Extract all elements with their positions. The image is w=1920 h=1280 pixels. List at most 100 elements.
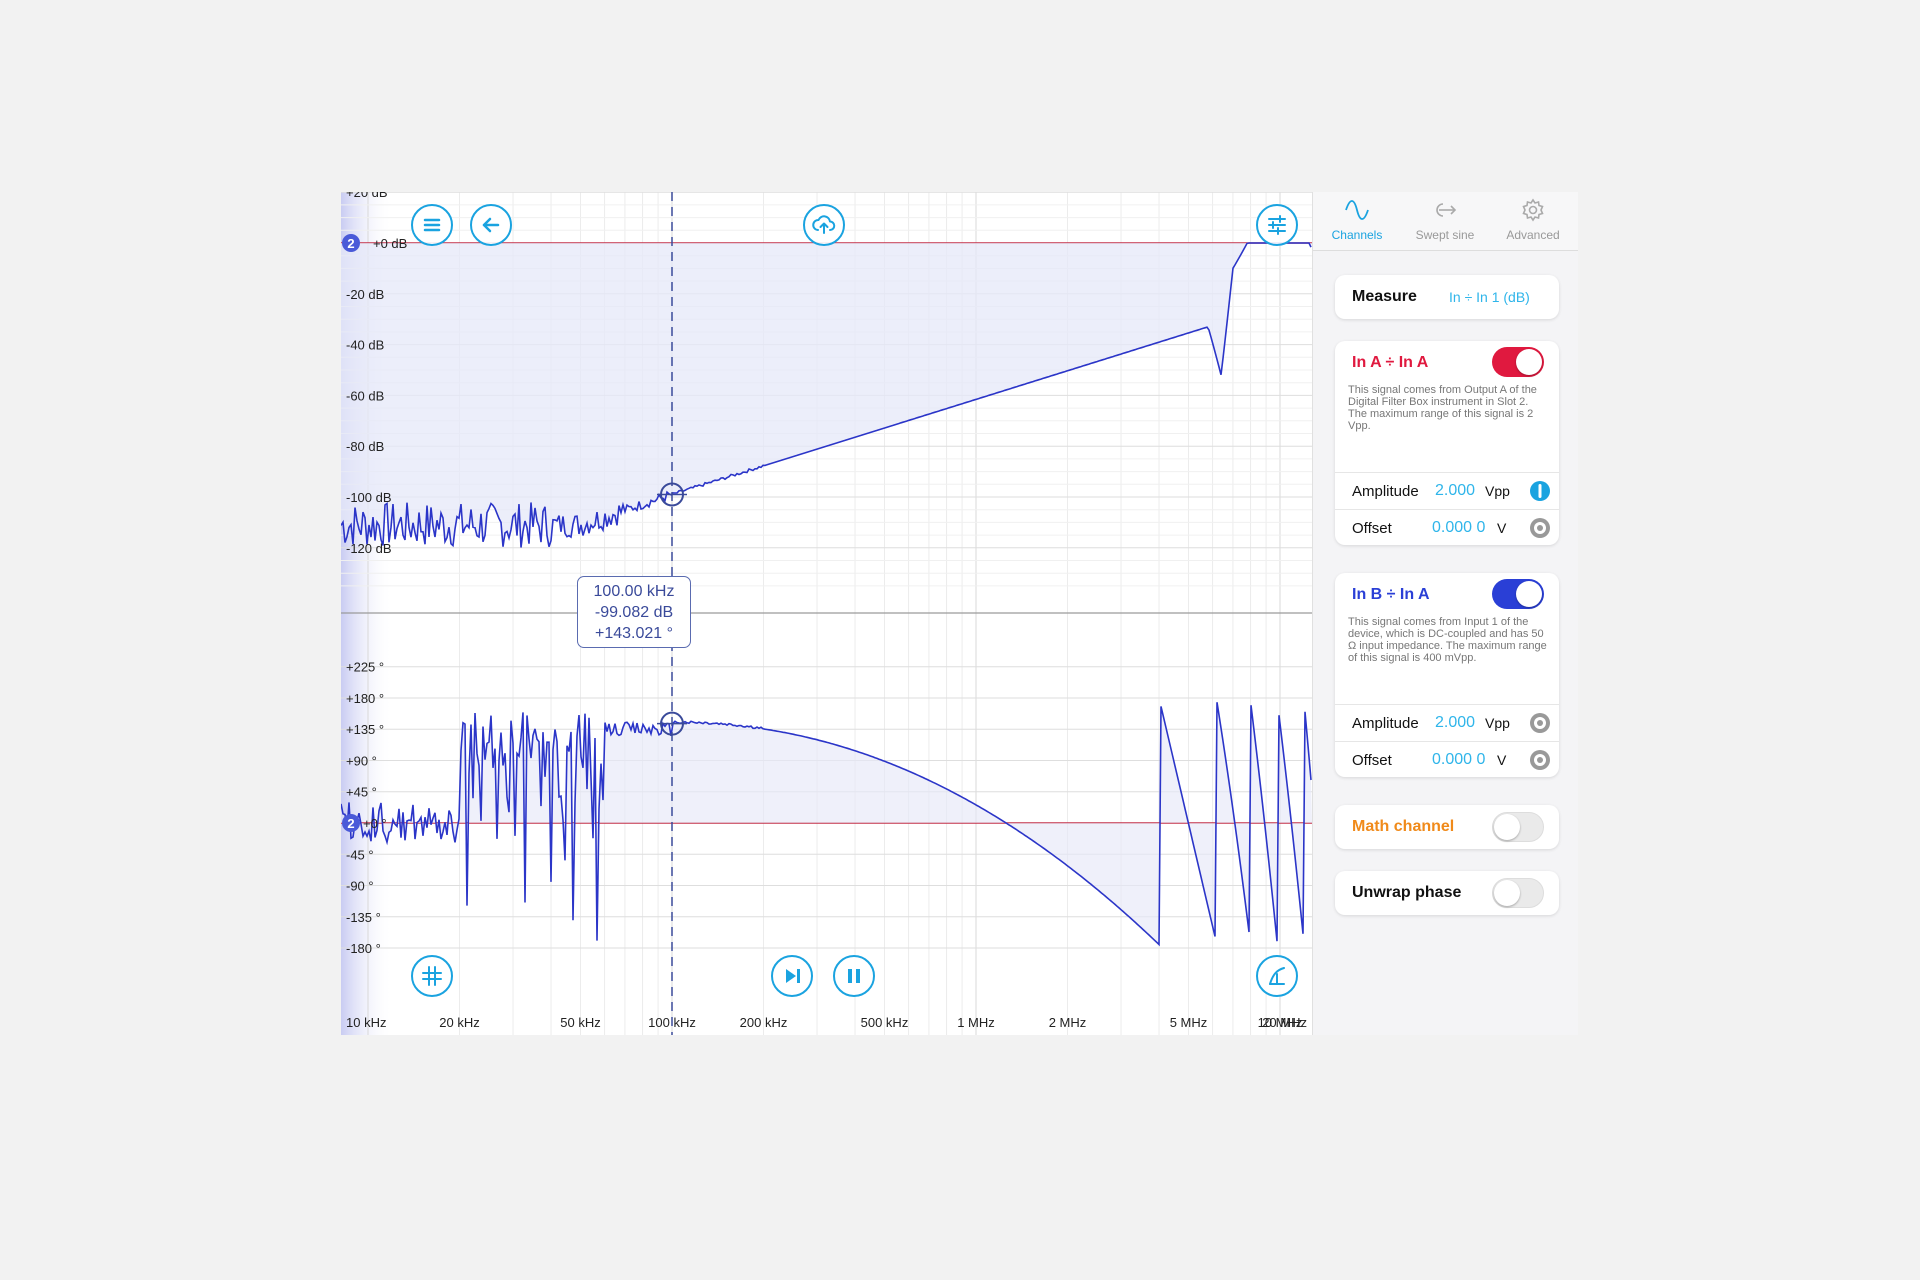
amplitude-unit: Vpp	[1485, 483, 1510, 499]
offset-unit: V	[1497, 752, 1507, 768]
reference-badge-phase	[342, 814, 360, 832]
tab-channels[interactable]: Channels	[1313, 196, 1401, 248]
cloud-upload-icon	[812, 215, 836, 234]
single-step-button[interactable]	[771, 955, 813, 997]
measure-label: Measure	[1352, 288, 1417, 305]
channel-a-offset-row[interactable]: Offset 0.000 0 V	[1335, 509, 1559, 546]
offset-label: Offset	[1352, 752, 1392, 769]
magnitude-tick-label: -20 dB	[346, 287, 384, 302]
amplitude-value[interactable]: 2.000	[1435, 482, 1476, 499]
channel-a-description: This signal comes from Output A of the D…	[1348, 384, 1537, 432]
reference-badge-magnitude-label: 2	[347, 236, 354, 251]
frequency-tick-label: 20 kHz	[439, 1015, 479, 1030]
unwrap-phase-label: Unwrap phase	[1352, 884, 1462, 901]
channel-b-offset-row[interactable]: Offset 0.000 0 V	[1335, 741, 1559, 778]
phase-tick-label: -135 °	[346, 910, 381, 925]
magnitude-trace	[341, 242, 1312, 548]
phase-tick-label: +225 °	[346, 660, 384, 675]
amplitude-unit: Vpp	[1485, 715, 1510, 731]
toggle-knob	[1516, 581, 1542, 607]
menu-button[interactable]	[411, 204, 453, 246]
back-button[interactable]	[470, 204, 512, 246]
cursor-mode-button[interactable]	[1256, 955, 1298, 997]
arrow-left-icon	[482, 217, 500, 233]
reference-badge-phase-label: 2	[347, 816, 354, 831]
math-channel-label: Math channel	[1352, 818, 1455, 835]
bode-plot[interactable]: +20 dB +0 dB -20 dB -40 dB -60 dB -80 dB -100 …	[341, 192, 1312, 1035]
channel-b-amplitude-row[interactable]: Amplitude 2.000 Vpp	[1335, 704, 1559, 741]
frequency-tick-label: 2 MHz	[1049, 1015, 1087, 1030]
channel-a-title: In A ÷ In A	[1352, 354, 1429, 371]
tab-advanced-label: Advanced	[1506, 228, 1560, 242]
frequency-tick-label: 10 kHz	[346, 1015, 386, 1030]
offset-label: Offset	[1352, 520, 1392, 537]
tab-channels-label: Channels	[1331, 228, 1383, 242]
magnitude-tick-label: -40 dB	[346, 338, 384, 353]
cursor-frequency: 100.00 kHz	[593, 583, 675, 600]
offset-value[interactable]: 0.000 0	[1432, 751, 1486, 768]
cloud-upload-button[interactable]	[803, 204, 845, 246]
magnitude-tick-label: -100 dB	[346, 490, 392, 505]
measure-value[interactable]: In ÷ In 1 (dB)	[1449, 289, 1530, 305]
toggle-knob	[1494, 814, 1520, 840]
magnitude-tick-label: -80 dB	[346, 439, 384, 454]
tab-swept-sine[interactable]: Swept sine	[1401, 196, 1489, 248]
frequency-tick-label: 10 MHz	[1258, 1015, 1303, 1030]
reference-badge-magnitude	[342, 234, 360, 252]
channel-a-toggle[interactable]	[1492, 347, 1544, 377]
swept-sine-icon	[1436, 203, 1457, 217]
gear-icon	[1522, 198, 1544, 222]
knob-icon[interactable]	[1529, 749, 1551, 771]
active-knob-icon[interactable]	[1529, 480, 1551, 502]
tab-advanced[interactable]: Advanced	[1489, 196, 1577, 248]
grid-toggle-button[interactable]	[411, 955, 453, 997]
amplitude-value[interactable]: 2.000	[1435, 714, 1476, 731]
frequency-tick-label: 200 kHz	[740, 1015, 788, 1030]
unwrap-phase-toggle[interactable]	[1492, 878, 1544, 908]
channel-a-amplitude-row[interactable]: Amplitude 2.000 Vpp	[1335, 472, 1559, 509]
app-window: +20 dB +0 dB -20 dB -40 dB -60 dB -80 dB -100 …	[341, 192, 1578, 1035]
magnitude-fill	[341, 243, 1312, 548]
phase-tick-label: +0 °	[363, 816, 387, 831]
channel-b-title: In B ÷ In A	[1352, 586, 1430, 603]
channel-b-description: This signal comes from Input 1 of the de…	[1348, 616, 1547, 664]
frequency-tick-label: 50 kHz	[560, 1015, 600, 1030]
grid-icon	[422, 966, 442, 986]
magnitude-tick-label: -60 dB	[346, 388, 384, 403]
frequency-tick-label: 1 MHz	[957, 1015, 995, 1030]
frequency-tick-label: 100 kHz	[648, 1015, 696, 1030]
phase-tick-label: -45 °	[346, 847, 374, 862]
math-channel-card: Math channel	[1335, 805, 1559, 849]
settings-sliders-button[interactable]	[1256, 204, 1298, 246]
sliders-icon	[1268, 215, 1286, 235]
frequency-tick-label: 20 MHz	[1262, 1015, 1307, 1030]
curve-cursor-icon	[1269, 967, 1285, 985]
toggle-knob	[1516, 349, 1542, 375]
cursor-phase: +143.021 °	[594, 625, 674, 642]
offset-unit: V	[1497, 520, 1507, 536]
math-channel-toggle[interactable]	[1492, 812, 1544, 842]
plot-canvas[interactable]: +20 dB +0 dB -20 dB -40 dB -60 dB -80 dB -100 …	[341, 192, 1312, 1035]
cursor-readout: 100.00 kHz -99.082 dB +143.021 °	[577, 576, 691, 648]
phase-tick-label: -180 °	[346, 941, 381, 956]
knob-icon[interactable]	[1529, 517, 1551, 539]
unwrap-phase-card: Unwrap phase	[1335, 871, 1559, 915]
cursor-magnitude: -99.082 dB	[594, 604, 674, 621]
toggle-knob	[1494, 880, 1520, 906]
frequency-tick-label: 5 MHz	[1170, 1015, 1208, 1030]
phase-tick-label: +135 °	[346, 722, 384, 737]
magnitude-tick-label: +0 dB	[373, 236, 407, 251]
phase-tick-label: +90 °	[346, 753, 377, 768]
phase-tick-label: -90 °	[346, 879, 374, 894]
phase-tick-label: +180 °	[346, 691, 384, 706]
knob-icon[interactable]	[1529, 712, 1551, 734]
channel-b-toggle[interactable]	[1492, 579, 1544, 609]
phase-tick-label: +45 °	[346, 785, 377, 800]
magnitude-tick-label: -120 dB	[346, 541, 392, 556]
offset-value[interactable]: 0.000 0	[1432, 519, 1486, 536]
panel-tab-bar: Channels Swept sine Advanced	[1313, 192, 1578, 251]
amplitude-label: Amplitude	[1352, 715, 1419, 732]
amplitude-label: Amplitude	[1352, 483, 1419, 500]
measure-card[interactable]: Measure In ÷ In 1 (dB)	[1335, 275, 1559, 319]
pause-button[interactable]	[833, 955, 875, 997]
